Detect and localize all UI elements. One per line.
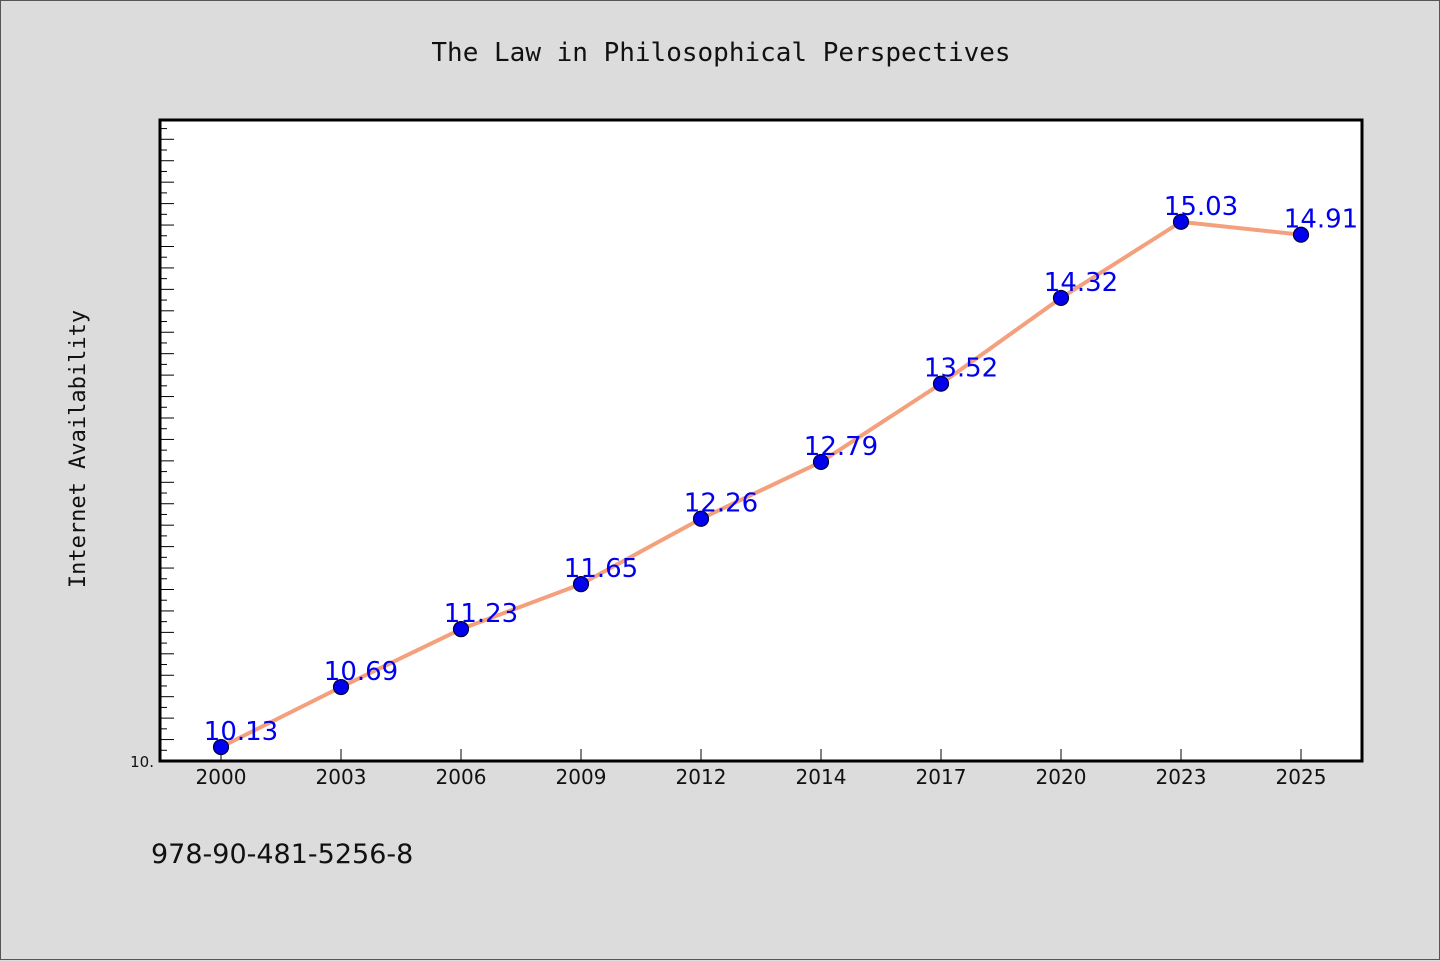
x-tick-label: 2014 [796, 765, 847, 789]
data-point [932, 375, 950, 392]
data-label: 12.79 [804, 432, 878, 462]
data-label: 14.32 [1044, 268, 1118, 298]
data-point [1052, 289, 1070, 307]
data-point [572, 576, 590, 593]
data-point [1172, 213, 1190, 230]
data-point [692, 510, 710, 527]
data-point [452, 621, 470, 638]
data-label: 11.65 [564, 554, 638, 584]
data-point [1292, 226, 1310, 243]
x-tick-label: 2020 [1036, 765, 1087, 789]
x-tick-label: 2003 [316, 765, 367, 789]
data-label: 10.69 [324, 657, 398, 687]
x-tick-label: 2017 [916, 765, 967, 789]
x-axis: 2000 2003 2006 2009 2012 2014 2017 2020 2023 2025 [196, 749, 1327, 789]
data-point [812, 453, 830, 471]
data-label: 13.52 [924, 354, 998, 384]
series-line [219, 219, 1303, 750]
plot-area [158, 118, 1364, 763]
data-label: 10.13 [204, 717, 278, 747]
data-label: 14.91 [1284, 205, 1358, 235]
data-point [212, 738, 230, 756]
data-series: 10.13 10.69 11.23 11.65 12.26 12.79 13.52 14.32… [204, 192, 1358, 756]
x-tick-label: 2006 [436, 765, 487, 789]
data-label: 11.23 [444, 599, 518, 629]
data-label: 12.26 [684, 489, 758, 519]
x-tick-label: 2012 [676, 765, 727, 789]
chart-title: The Law in Philosophical Perspectives [431, 38, 1010, 68]
isbn-footer: 978-90-481-5256-8 [151, 839, 413, 870]
y-axis-ticks [160, 128, 174, 751]
y-axis-min-tick-label: 10. [130, 753, 154, 771]
y-axis-label: Internet Availability [66, 310, 91, 588]
x-tick-label: 2009 [556, 765, 607, 789]
x-tick-label: 2023 [1156, 765, 1207, 789]
x-tick-label: 2025 [1276, 765, 1327, 789]
x-tick-label: 2000 [196, 765, 247, 789]
data-point [332, 678, 350, 696]
data-label: 15.03 [1164, 192, 1238, 222]
